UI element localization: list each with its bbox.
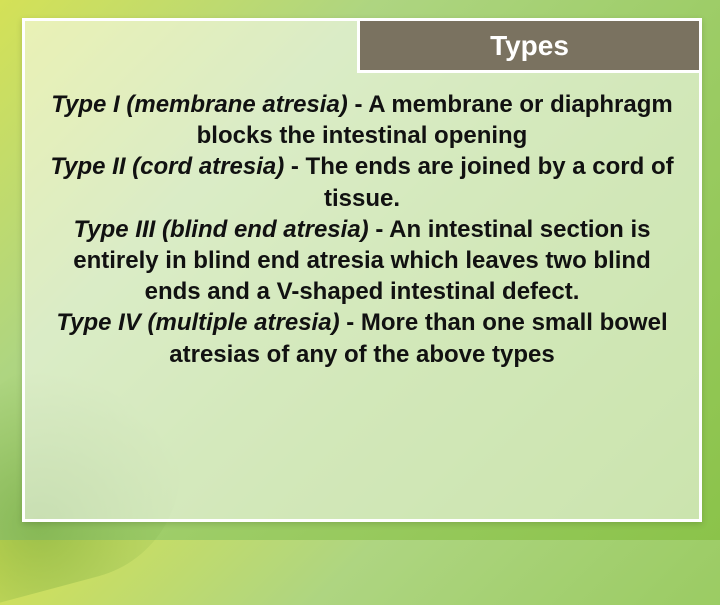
- slide-content: Type I (membrane atresia) - A membrane o…: [43, 89, 681, 501]
- type-item: Type II (cord atresia) - The ends are jo…: [43, 151, 681, 213]
- type-name: Type I (membrane atresia): [51, 91, 348, 118]
- type-name: Type IV (multiple atresia): [56, 309, 339, 336]
- slide-title: Types: [490, 30, 569, 62]
- type-item: Type III (blind end atresia) - An intest…: [43, 214, 681, 308]
- slide-card: Types Type I (membrane atresia) - A memb…: [22, 18, 702, 522]
- title-box: Types: [357, 18, 702, 73]
- type-item: Type IV (multiple atresia) - More than o…: [43, 307, 681, 369]
- type-name: Type II (cord atresia): [50, 153, 284, 180]
- type-name: Type III (blind end atresia): [74, 216, 369, 243]
- type-item: Type I (membrane atresia) - A membrane o…: [43, 89, 681, 151]
- type-desc: - The ends are joined by a cord of tissu…: [284, 153, 673, 211]
